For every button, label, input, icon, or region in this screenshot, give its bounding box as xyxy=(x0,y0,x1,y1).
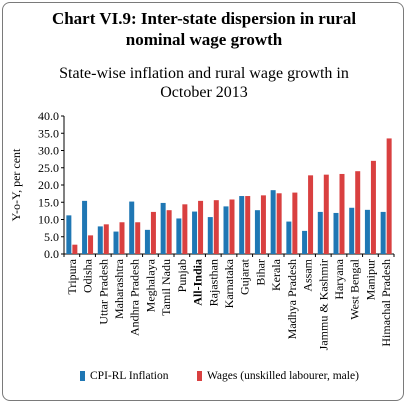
bar-cpi xyxy=(380,211,386,254)
x-category-label: Madhya Pradesh xyxy=(285,259,299,339)
x-category-label: Odisha xyxy=(81,258,95,293)
y-tick-label: 20.0 xyxy=(38,178,59,192)
x-category-label: Jammu & Kashmir xyxy=(316,259,330,350)
bar-cpi xyxy=(349,207,355,254)
x-category-label: Himachal Pradesh xyxy=(379,259,393,347)
bar-wages xyxy=(308,175,314,254)
legend-label-wages: Wages (unskilled labourer, male) xyxy=(207,370,359,382)
x-category-label: Kerala xyxy=(269,258,283,291)
bar-cpi xyxy=(207,217,213,254)
bar-wages xyxy=(323,174,329,254)
x-category-label: Assam xyxy=(301,258,315,291)
x-category-label: Maharashtra xyxy=(112,258,126,319)
x-category-label: Uttar Pradesh xyxy=(96,259,110,325)
bar-wages xyxy=(166,210,172,254)
x-category-label: Tripura xyxy=(65,258,79,294)
bar-cpi xyxy=(192,211,198,254)
bar-wages xyxy=(119,222,125,254)
y-tick-label: 15.0 xyxy=(38,195,59,209)
bar-cpi xyxy=(82,200,88,254)
bar-cpi xyxy=(317,211,323,254)
legend-swatch-cpi xyxy=(80,371,85,381)
legend-item-wages: Wages (unskilled labourer, male) xyxy=(197,370,359,382)
bar-cpi xyxy=(176,218,182,254)
bar-wages xyxy=(370,160,376,254)
bar-cpi xyxy=(223,206,229,254)
bar-cpi xyxy=(160,202,166,254)
bar-wages xyxy=(150,211,156,254)
x-category-label: Bihar xyxy=(253,259,267,286)
bar-wages xyxy=(229,199,235,254)
bar-wages xyxy=(135,222,141,254)
bar-cpi xyxy=(302,230,308,254)
bar-cpi xyxy=(144,229,150,254)
legend-item-cpi: CPI-RL Inflation xyxy=(80,370,168,382)
bar-wages xyxy=(355,171,361,254)
bar-wages xyxy=(292,192,298,254)
x-category-label: West Bengal xyxy=(348,258,362,319)
bar-wages xyxy=(260,195,266,254)
bar-wages xyxy=(182,204,188,254)
y-tick-label: 10.0 xyxy=(38,213,59,227)
y-tick-label: 25.0 xyxy=(38,161,59,175)
bar-cpi xyxy=(333,212,339,254)
x-category-label: Punjab xyxy=(175,259,189,292)
chart-title: Chart VI.9: Inter-state dispersion in ru… xyxy=(0,8,408,50)
bar-cpi xyxy=(270,190,276,254)
bar-cpi xyxy=(254,210,260,254)
x-category-label: All-India xyxy=(191,259,205,306)
bar-cpi xyxy=(129,201,135,254)
x-category-label: Tamil Nadu xyxy=(159,259,173,316)
bar-cpi xyxy=(97,226,103,254)
bar-cpi xyxy=(113,231,119,254)
x-category-label: Gujarat xyxy=(238,258,252,295)
bar-cpi xyxy=(286,221,292,254)
y-tick-label: 35.0 xyxy=(38,126,59,140)
bar-wages xyxy=(245,196,251,254)
x-category-label: Manipur xyxy=(363,259,377,300)
bar-cpi xyxy=(239,196,245,254)
bar-wages xyxy=(386,138,392,254)
x-category-label: Andhra Pradesh xyxy=(128,259,142,336)
bar-wages xyxy=(88,235,94,254)
chart-subtitle: State-wise inflation and rural wage grow… xyxy=(0,64,408,102)
bar-wages xyxy=(276,193,282,254)
bar-wages xyxy=(198,200,204,254)
y-tick-label: 40.0 xyxy=(38,109,59,123)
bar-cpi xyxy=(66,215,72,254)
bar-wages xyxy=(213,200,219,254)
y-axis-title: Y-o-Y, per cent xyxy=(9,148,23,221)
y-tick-label: 30.0 xyxy=(38,144,59,158)
bar-wages xyxy=(339,173,345,254)
chart-subtitle-line1: State-wise inflation and rural wage grow… xyxy=(59,65,349,82)
x-category-label: Karnataka xyxy=(222,258,236,308)
chart-title-line2: nominal wage growth xyxy=(125,30,283,49)
chart-subtitle-line2: October 2013 xyxy=(160,84,248,101)
x-category-label: Haryana xyxy=(332,258,346,299)
legend-swatch-wages xyxy=(197,371,202,381)
bar-wages xyxy=(72,244,78,254)
bar-cpi xyxy=(364,209,370,254)
x-category-label: Rajasthan xyxy=(206,259,220,306)
y-tick-label: 0.0 xyxy=(44,247,59,261)
chart-title-line1: Chart VI.9: Inter-state dispersion in ru… xyxy=(51,9,357,28)
legend-label-cpi: CPI-RL Inflation xyxy=(90,370,169,382)
y-tick-label: 5.0 xyxy=(44,230,59,244)
x-category-label: Meghalaya xyxy=(143,258,157,312)
bar-wages xyxy=(103,224,109,254)
